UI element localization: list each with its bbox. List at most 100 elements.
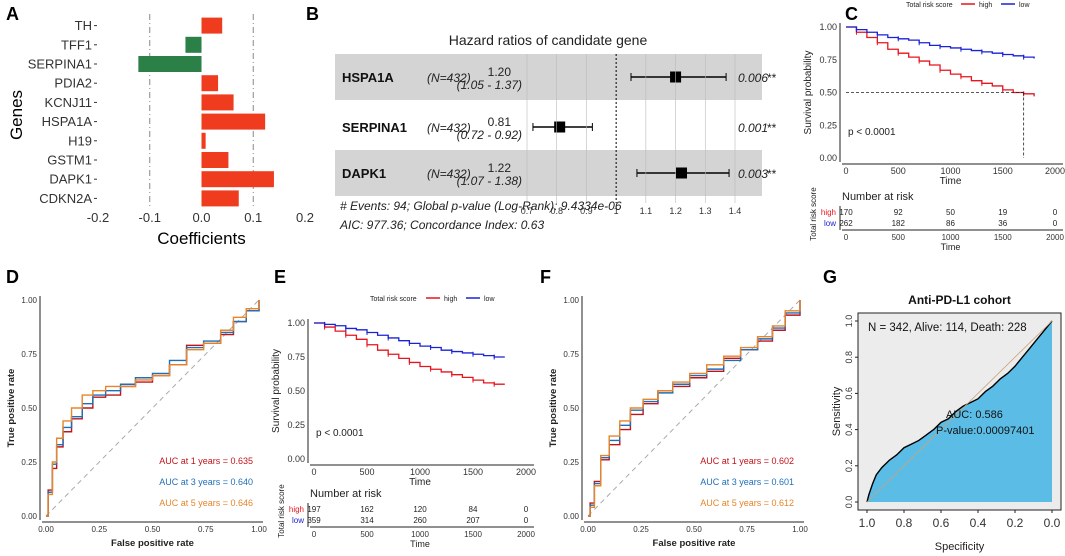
risk-count: 86 <box>946 219 955 228</box>
risk-y-axis-title: Total risk score <box>277 484 286 538</box>
km-curve-low <box>846 26 1035 59</box>
y-tick-label: 0.4 <box>844 423 854 436</box>
x-tick-label: 0.7 <box>521 206 534 216</box>
risk-count: 0 <box>1053 208 1058 217</box>
category-label: PDIA2 <box>54 76 92 91</box>
hr-label: 1.22 <box>488 161 512 175</box>
panel-b: Hazard ratios of candidate gene HSPA1A (N=… <box>335 32 777 232</box>
x-tick-label: 1.00 <box>251 525 267 534</box>
x-tick-label: 0.2 <box>1007 516 1024 530</box>
roc-curve-3 <box>588 300 801 517</box>
p-value-label: 0.001 <box>738 121 768 135</box>
y-tick-label: 0.2 <box>844 460 854 473</box>
auc-label-3: AUC at 5 years = 0.646 <box>159 498 253 508</box>
x-tick-label: 500 <box>359 467 374 477</box>
panel-label-f: F <box>540 267 551 287</box>
risk-count: 262 <box>839 219 853 228</box>
risk-x-tick-label: 500 <box>892 233 906 242</box>
x-tick-label: 0.75 <box>739 525 755 534</box>
auc-label-1: AUC at 1 years = 0.635 <box>159 456 253 466</box>
panel-g: Anti-PD-L1 cohort 0.0 0.2 0.4 0.6 0.8 1.0 1.0 0.… <box>831 293 1062 553</box>
x-tick-label: 0.9 <box>580 206 593 216</box>
x-tick-label: 1.1 <box>640 206 653 216</box>
bar-hspa1a <box>201 113 266 130</box>
bar-dapk1 <box>201 171 274 188</box>
y-tick-label: 0.00 <box>563 512 579 521</box>
panel-f: 0.000.00 0.25 0.25 0.50 0.50 0.75 0.75 1.00 1.00… <box>548 296 808 549</box>
roc-curve <box>866 320 1053 503</box>
panel-c: 0.000.250.500.751.000 500 1000 1500 2000Time… <box>803 2 1065 252</box>
x-tick-label: 500 <box>891 166 906 176</box>
x-tick-label: 0.0 <box>192 210 210 225</box>
y-tick-label: 0.25 <box>21 458 37 467</box>
risk-x-tick-label: 1500 <box>464 530 482 539</box>
y-axis-title: Survival probability <box>803 51 814 135</box>
panel-label-d: D <box>6 267 19 287</box>
panel-label-c: C <box>845 4 858 24</box>
auc-label: AUC: 0.586 <box>946 409 1003 421</box>
risk-table-title: Number at risk <box>310 488 382 500</box>
y-tick-label: 0.6 <box>844 387 854 400</box>
p-value-label: 0.006 <box>738 71 768 85</box>
risk-x-tick-label: 500 <box>360 530 374 539</box>
footnote-events: # Events: 94; Global p-value (Log-Rank):… <box>340 199 622 213</box>
x-tick-label: 0.00 <box>38 525 54 534</box>
category-label: SERPINA1 <box>28 57 92 72</box>
p-value-label: P-value:0.00097401 <box>936 425 1034 437</box>
x-tick-label: 1 <box>614 206 619 216</box>
x-tick-label: 0.0 <box>1044 516 1061 530</box>
bar-h19 <box>201 132 206 149</box>
y-tick-label: 0.25 <box>563 458 579 467</box>
y-tick-label: 0.50 <box>563 404 579 413</box>
legend-title: Total risk score <box>370 296 417 303</box>
category-label: DAPK1 <box>49 172 92 187</box>
x-tick-label: 0.75 <box>198 525 214 534</box>
category-label: TH <box>75 18 92 33</box>
bar-th <box>201 17 223 34</box>
risk-group-low: low <box>824 219 836 228</box>
x-tick-label: 1.4 <box>729 206 742 216</box>
footnote-aic: AIC: 977.36; Concordance Index: 0.63 <box>339 218 544 232</box>
y-tick-label: 1.0 <box>844 315 854 328</box>
y-tick-label: 0.75 <box>21 350 37 359</box>
risk-count: 84 <box>469 505 478 514</box>
x-tick-label: 1.3 <box>699 206 712 216</box>
auc-label-2: AUC at 3 years = 0.640 <box>159 477 253 487</box>
risk-count: 314 <box>360 516 374 525</box>
cohort-annotation: N = 342, Alive: 114, Death: 228 <box>868 322 1027 334</box>
y-tick-label: 0.50 <box>819 88 837 98</box>
chart-title: Anti-PD-L1 cohort <box>908 293 1011 307</box>
risk-count: 0 <box>1053 219 1058 228</box>
bar-kcnj11 <box>201 94 234 111</box>
diagonal-reference <box>866 320 1053 503</box>
risk-count: 36 <box>998 219 1007 228</box>
x-axis-title: False positive rate <box>653 538 736 549</box>
legend-label-high: high <box>979 2 992 9</box>
x-tick-label: 0.25 <box>91 525 107 534</box>
x-tick-label: 0.6 <box>933 516 950 530</box>
y-axis-title: True positive rate <box>548 369 559 448</box>
y-axis-title: Genes <box>7 90 26 140</box>
x-tick-label: 1.0 <box>859 516 876 530</box>
risk-table-title: Number at risk <box>842 191 914 203</box>
roc-curve-3 <box>46 300 260 517</box>
n-label: (N=432) <box>427 71 471 85</box>
y-tick-label: 0.0 <box>844 496 854 509</box>
x-tick-label: 1500 <box>993 166 1013 176</box>
legend-title: Total risk score <box>906 2 953 9</box>
x-tick-label: 0.8 <box>896 516 913 530</box>
x-tick-label: 1000 <box>410 467 430 477</box>
stars-label: ** <box>767 121 777 135</box>
y-tick-label: 1.00 <box>287 318 305 328</box>
y-axis-title: Survival probability <box>271 349 282 433</box>
diagonal-reference <box>45 299 260 517</box>
risk-count: 359 <box>307 516 321 525</box>
x-tick-label: 0.4 <box>970 516 987 530</box>
ci-label: (1.07 - 1.38) <box>457 174 522 188</box>
km-curve-high <box>314 322 505 385</box>
x-tick-label: 0.2 <box>296 210 314 225</box>
y-tick-label: 0.50 <box>287 386 305 396</box>
bar-pdia2 <box>201 75 219 92</box>
panel-e: 0.00 0.25 0.50 0.75 1.00 0 500 1000 1500 2000 Time… <box>271 296 536 549</box>
risk-x-tick-label: 2000 <box>517 530 535 539</box>
